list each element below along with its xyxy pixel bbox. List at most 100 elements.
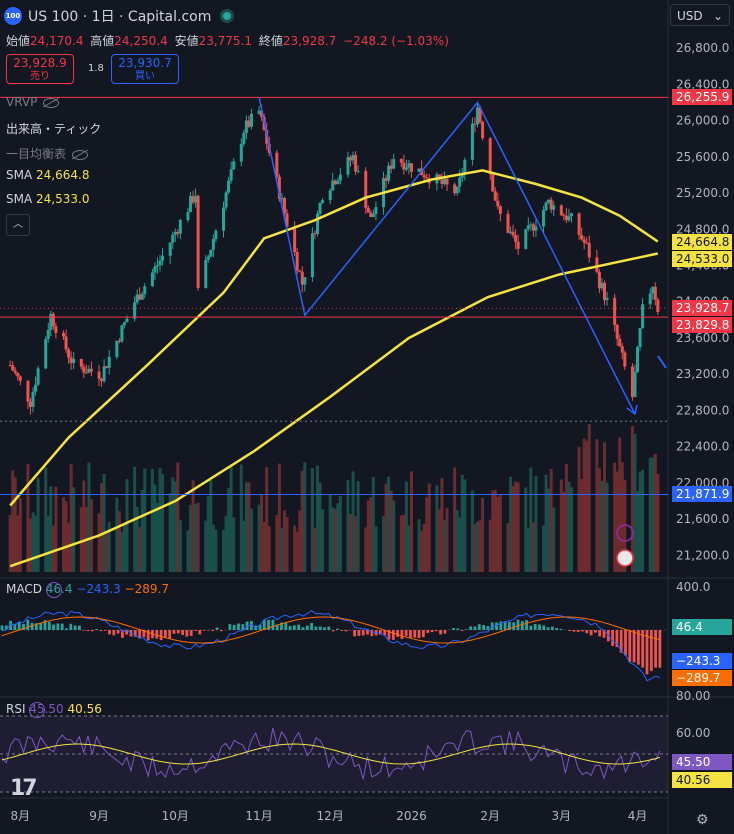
- candle-body: [97, 371, 101, 379]
- macd-hist-bar: [486, 626, 490, 630]
- macd-hist-bar: [619, 630, 623, 653]
- candle-body: [651, 286, 655, 294]
- candle-body: [618, 338, 622, 347]
- volume-bar: [331, 507, 335, 572]
- volume-bar: [82, 480, 86, 572]
- volume-bar: [542, 525, 546, 572]
- macd-hist-bar: [172, 630, 176, 634]
- rsi-legend[interactable]: RSI 45.50 40.56: [6, 702, 102, 718]
- candle-body: [125, 318, 129, 323]
- macd-hist-bar: [297, 624, 301, 630]
- volume-bar: [242, 520, 246, 572]
- x-tick-label: 9月: [89, 809, 109, 823]
- macd-hist-bar: [611, 630, 614, 646]
- volume-bar: [206, 496, 210, 572]
- volume-bar: [580, 478, 584, 572]
- macd-hist-bar: [69, 623, 73, 630]
- candle-body: [249, 113, 253, 127]
- macd-hist-bar: [426, 630, 430, 633]
- candle-body: [498, 206, 502, 214]
- volume-bar: [105, 530, 109, 572]
- ohlc-row: 始値24,170.4 高値24,250.4 安値23,775.1 終値23,92…: [6, 32, 452, 49]
- candle-body: [392, 159, 396, 169]
- sma2-indicator[interactable]: SMA 24,533.0: [6, 192, 89, 206]
- volume-bar: [115, 497, 119, 572]
- tradingview-logo[interactable]: 17: [10, 776, 38, 801]
- candle-body: [34, 384, 38, 392]
- settings-circle-icon[interactable]: [29, 702, 46, 718]
- red-line-price-label: 23,829.8: [672, 317, 732, 334]
- macd-hist-bar: [546, 627, 550, 630]
- volume-bar: [409, 471, 413, 572]
- volume-bar: [227, 488, 231, 572]
- macd-hist-bar: [301, 627, 305, 630]
- candle-body: [206, 256, 210, 260]
- candle-body: [173, 232, 177, 235]
- candle-body: [120, 325, 124, 342]
- eye-off-icon[interactable]: [72, 149, 89, 160]
- macd-hist-bar: [280, 622, 283, 630]
- sma2-price-label: 24,533.0: [672, 250, 732, 267]
- candle-body: [458, 177, 462, 187]
- vrvp-indicator[interactable]: VRVP: [6, 95, 60, 109]
- symbol-header[interactable]: 100 US 100 · 1日 · Capital.com: [4, 4, 232, 28]
- macd-hist-bar: [155, 630, 159, 639]
- macd-hist-bar: [460, 630, 464, 631]
- settings-circle-icon[interactable]: [45, 582, 62, 598]
- gear-icon[interactable]: ⚙: [696, 812, 709, 828]
- macd-hist-bar: [314, 626, 318, 630]
- volume-bar: [618, 437, 622, 572]
- sma1-indicator[interactable]: SMA 24,664.8: [6, 168, 89, 182]
- macd-line-label: −243.3: [672, 653, 732, 669]
- macd-hist-bar: [637, 630, 640, 665]
- sell-button[interactable]: 23,928.9 売り: [6, 54, 74, 84]
- volume-bar: [69, 464, 73, 572]
- macd-hist-bar: [512, 622, 516, 630]
- sma-lines: [9, 169, 659, 568]
- macd-signal-value: −289.7: [124, 582, 170, 596]
- x-tick-label: 10月: [162, 809, 189, 823]
- candle-body: [605, 297, 609, 301]
- macd-hist-bar: [387, 630, 391, 640]
- open-label: 始値: [6, 34, 31, 48]
- buy-button[interactable]: 23,930.7 買い: [111, 54, 179, 84]
- volume-indicator[interactable]: 出来高・ティック: [6, 120, 101, 137]
- y-tick-label: 22,000.0: [676, 476, 729, 490]
- volume-bar: [549, 468, 553, 572]
- macd-hist-bar: [370, 630, 374, 637]
- volume-bar: [498, 494, 502, 572]
- volume-bar: [615, 471, 619, 572]
- macd-axis-top: 400.0: [676, 580, 711, 594]
- volume-bar: [369, 497, 373, 572]
- candle-body: [328, 190, 332, 201]
- volume-bar: [229, 465, 233, 572]
- volume-bar: [34, 515, 38, 572]
- volume-bar: [120, 531, 124, 572]
- volume-bar: [298, 510, 302, 572]
- macd-hist-bar: [396, 630, 399, 637]
- symbol-title[interactable]: US 100 · 1日 · Capital.com: [28, 9, 212, 25]
- volume-bar: [470, 490, 474, 572]
- macd-hist-bar: [404, 630, 408, 636]
- currency-select[interactable]: USD ⌄: [670, 4, 730, 26]
- candle-body: [224, 192, 228, 208]
- collapse-legend-button[interactable]: ︿: [6, 214, 30, 236]
- x-tick-label: 3月: [552, 809, 572, 823]
- eye-off-icon[interactable]: [43, 97, 60, 108]
- macd-hist-bar: [632, 630, 636, 663]
- candle-body: [638, 328, 642, 347]
- macd-legend[interactable]: MACD 46.4 −243.3 −289.7: [6, 582, 170, 598]
- ichimoku-indicator[interactable]: 一目均衡表: [6, 145, 89, 162]
- volume-bar: [161, 473, 165, 572]
- volume-bar: [333, 508, 337, 572]
- volume-bar: [417, 519, 421, 572]
- candle-body: [313, 233, 317, 235]
- candle-body: [595, 257, 599, 272]
- macd-hist-bar: [495, 622, 498, 630]
- y-tick-label: 26,000.0: [676, 114, 729, 128]
- candle-body: [87, 368, 91, 373]
- volume-bar: [478, 520, 482, 572]
- macd-hist-bar: [310, 623, 313, 630]
- volume-bar: [11, 470, 15, 572]
